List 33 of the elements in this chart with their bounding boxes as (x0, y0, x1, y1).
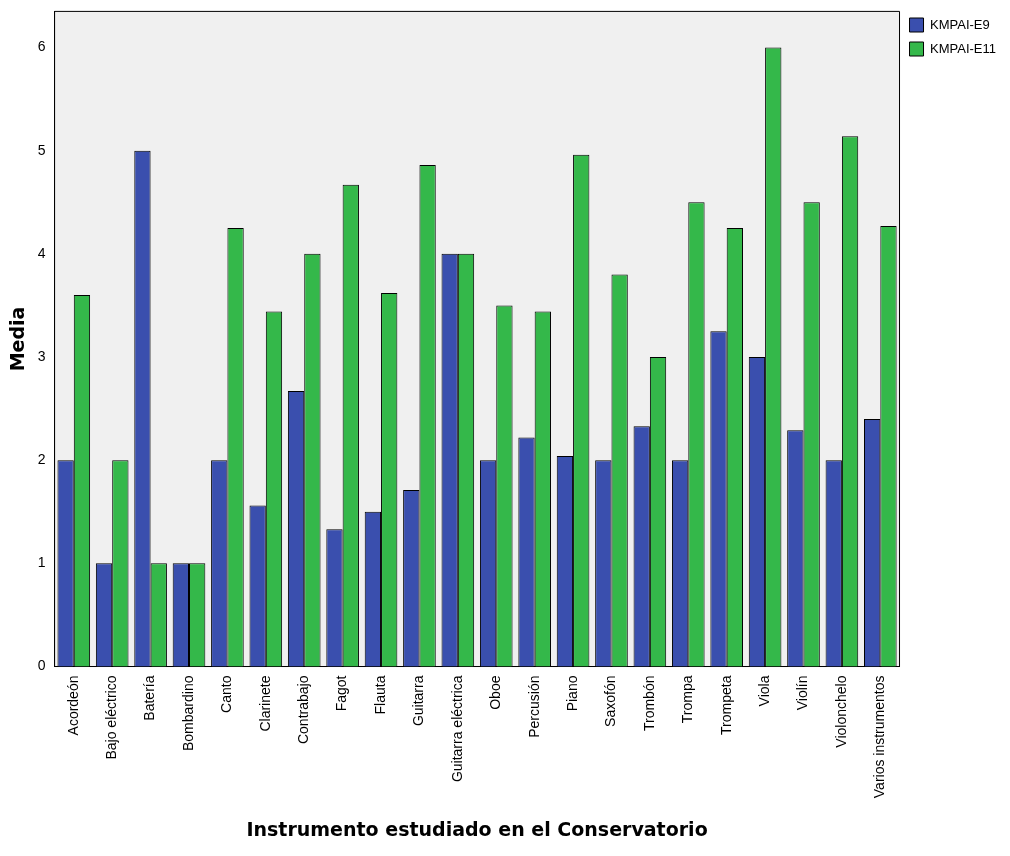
y-tick-label: 5 (37, 141, 46, 158)
x-tick-label: Bombardino (179, 675, 196, 752)
y-tick-label: 0 (37, 657, 46, 674)
x-tick-label: Batería (141, 675, 158, 721)
x-tick-label: Guitarra (410, 675, 427, 727)
x-tick-label: Violín (794, 675, 811, 711)
x-tick-label: Viola (755, 675, 772, 707)
legend-label: KMPAI-E11 (930, 40, 996, 56)
y-axis-title: Media (6, 306, 29, 372)
y-tick-label: 3 (37, 347, 46, 364)
x-tick-label: Violonchelo (832, 675, 849, 748)
x-tick-label: Trompa (679, 675, 696, 724)
x-tick-label: Trompeta (717, 675, 734, 735)
x-tick-label: Acordeón (64, 675, 81, 736)
x-tick-label: Flauta (371, 675, 388, 715)
x-tick-label: Piano (563, 675, 580, 712)
x-tick-label: Oboe (487, 675, 504, 710)
y-tick-label: 6 (37, 38, 46, 55)
x-tick-label: Varios instrumentos (871, 675, 888, 799)
x-tick-label: Bajo eléctrico (103, 675, 120, 760)
x-tick-label: Saxofón (602, 675, 619, 727)
x-tick-label: Canto (218, 675, 235, 713)
x-tick-label: Contrabajo (295, 675, 312, 745)
y-tick-label: 4 (37, 244, 46, 261)
y-tick-label: 2 (37, 451, 46, 468)
x-tick-label: Clarinete (256, 675, 273, 732)
y-tick-label: 1 (37, 554, 46, 571)
x-tick-label: Fagot (333, 675, 350, 712)
x-axis-title: Instrumento estudiado en el Conservatorio (246, 817, 708, 840)
x-tick-label: Percusión (525, 675, 542, 738)
x-tick-label: Guitarra eléctrica (448, 675, 465, 783)
x-tick-label: Trombón (640, 675, 657, 732)
legend-label: KMPAI-E9 (930, 16, 990, 32)
